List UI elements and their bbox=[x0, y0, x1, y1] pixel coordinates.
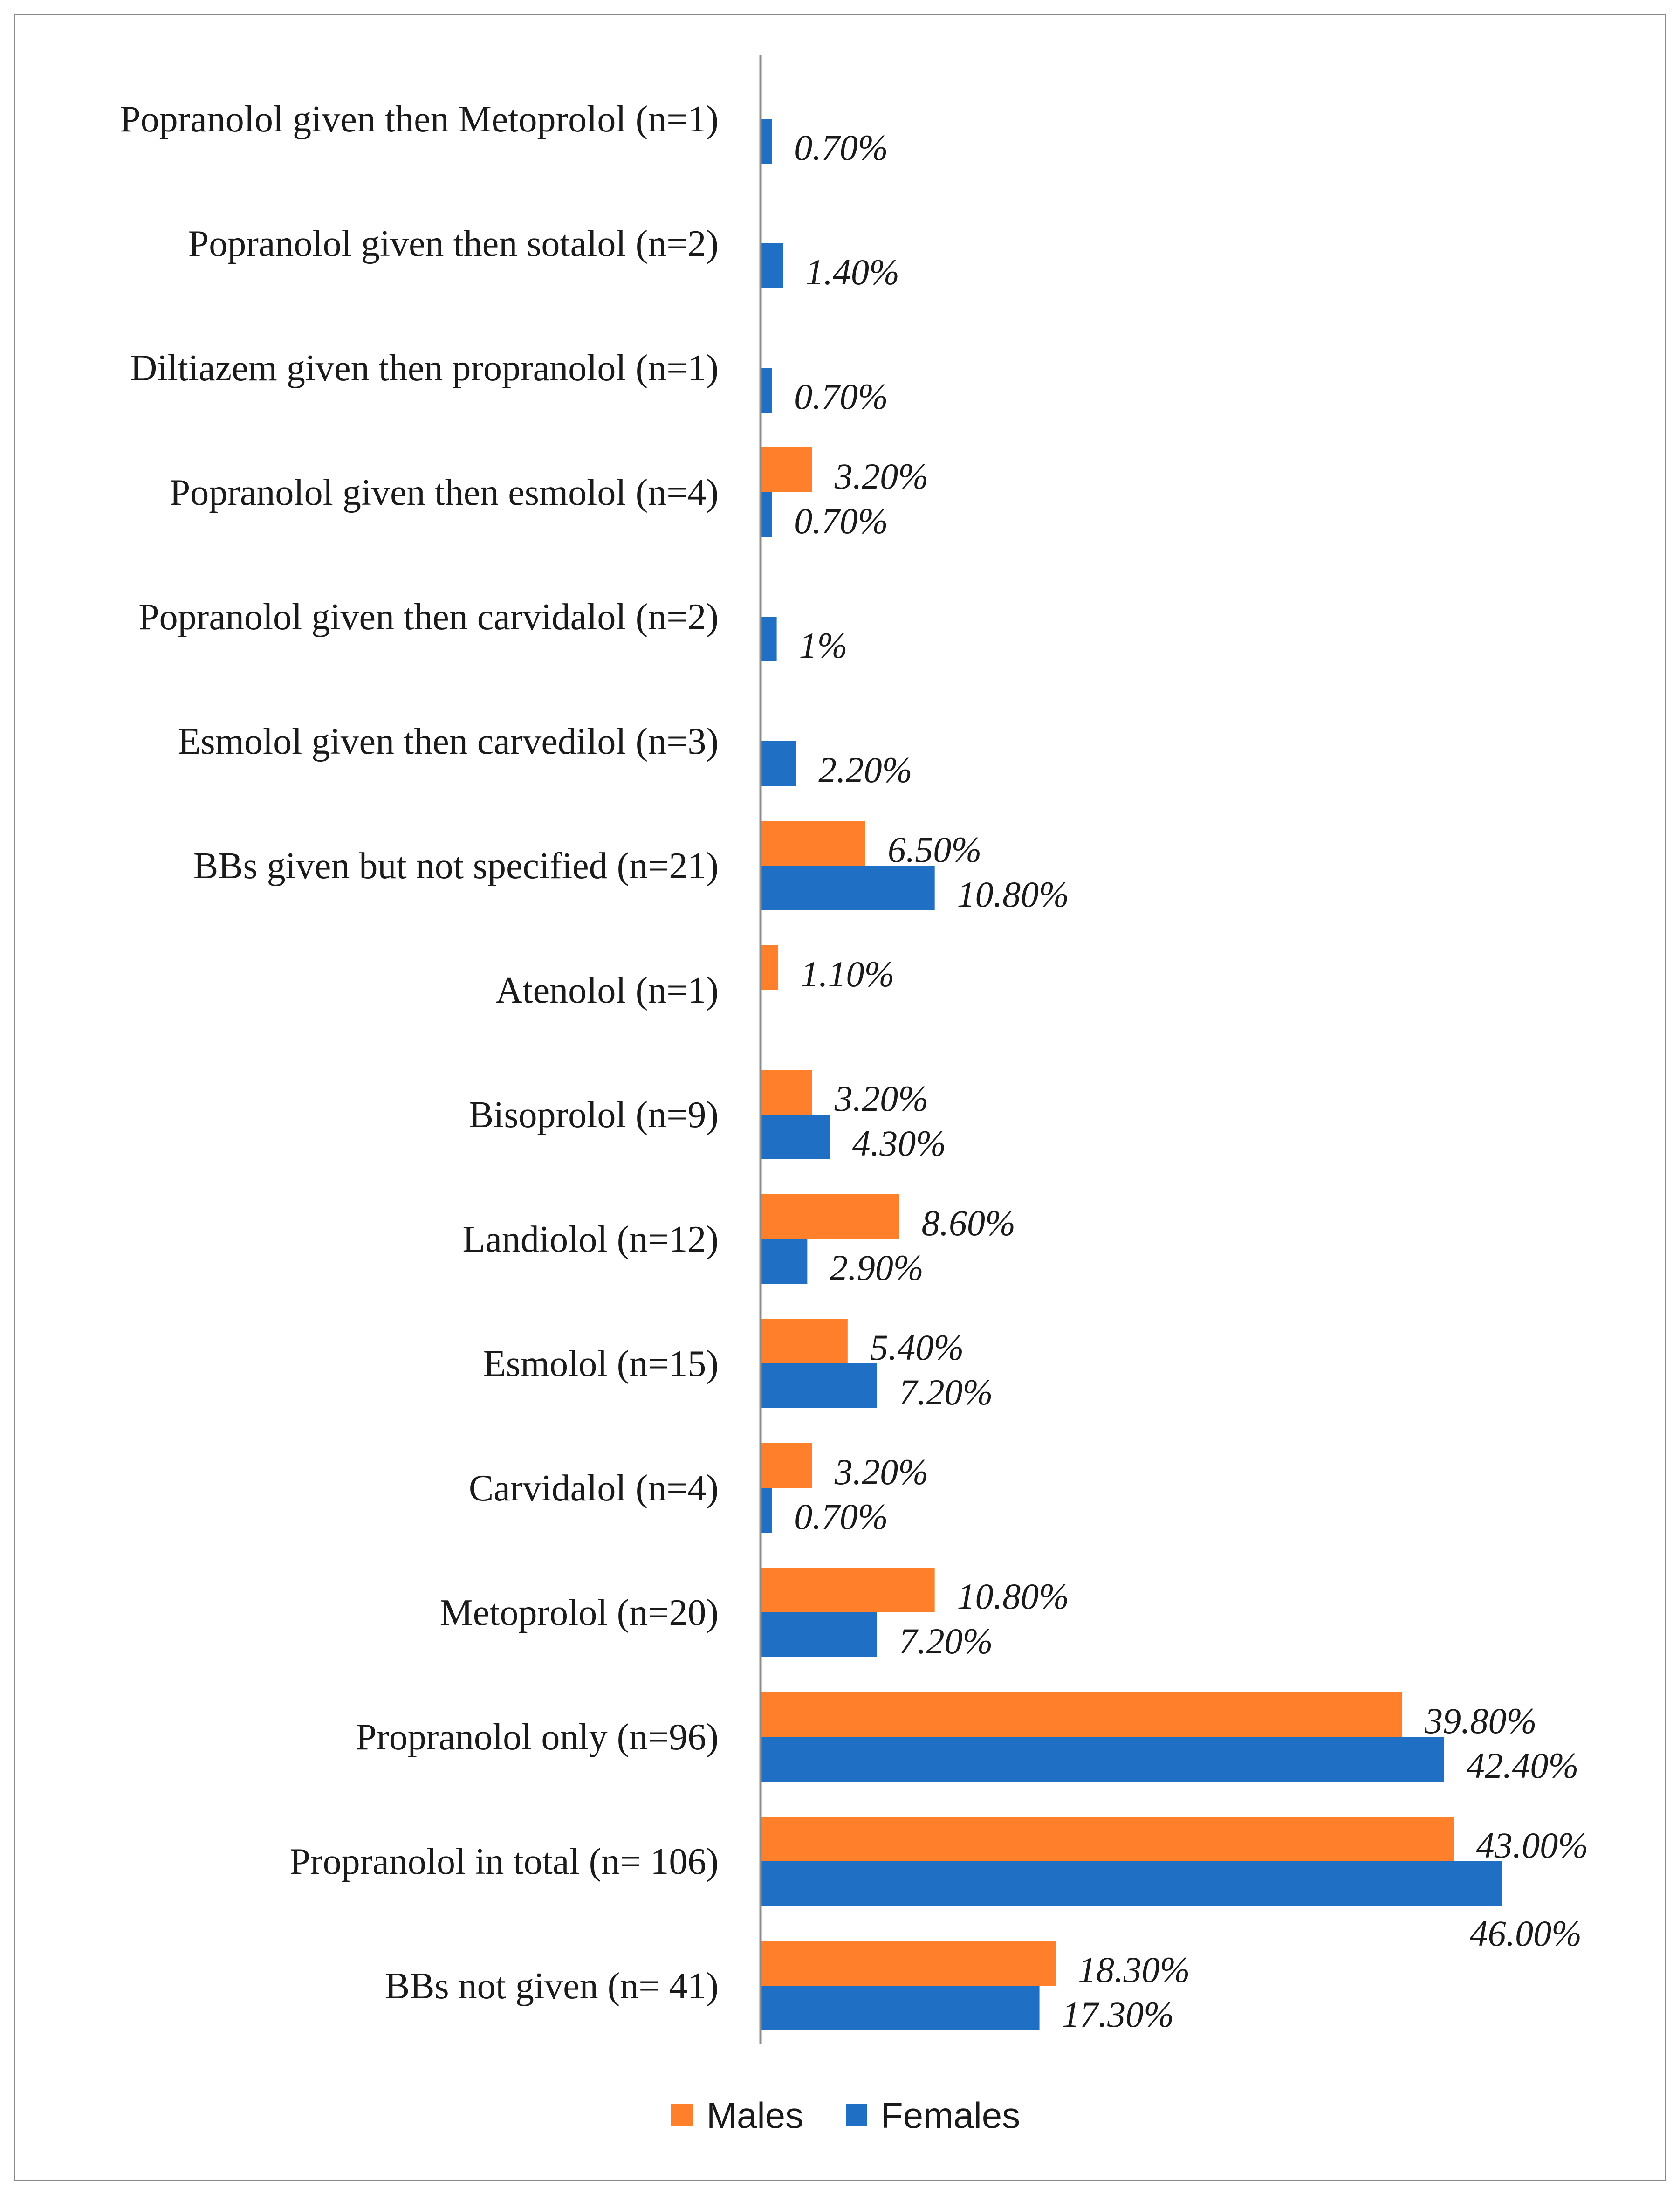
legend: Males Females bbox=[671, 2095, 1020, 2136]
value-labels: 0.70%1.40%0.70%3.20%0.70%1%2.20%6.50%10.… bbox=[794, 127, 1588, 2035]
category-label-propranolol-in-total: Propranolol in total (n= 106) bbox=[289, 1841, 719, 1882]
value-label-males-popranolol-given-then-esmolol: 3.20% bbox=[834, 456, 928, 496]
legend-label-males: Males bbox=[706, 2095, 803, 2136]
category-label-popranolol-given-then-carvidalol: Popranolol given then carvidalol (n=2) bbox=[138, 597, 719, 638]
value-label-males-propranolol-in-total: 43.00% bbox=[1476, 1825, 1588, 1865]
value-label-females-landiolol: 2.90% bbox=[830, 1247, 923, 1288]
category-labels: Popranolol given then Metoprolol (n=1) Po… bbox=[120, 99, 719, 2007]
value-label-males-propranolol-only: 39.80% bbox=[1424, 1700, 1536, 1741]
value-label-females-esmolol-given-then-carvedilol: 2.20% bbox=[818, 750, 912, 790]
bar-females-propranolol-in-total bbox=[761, 1861, 1502, 1906]
bar-females-bisoprolol bbox=[761, 1115, 830, 1159]
bar-males-landiolol bbox=[761, 1194, 899, 1239]
category-label-popranolol-given-then-metoprolol: Popranolol given then Metoprolol (n=1) bbox=[120, 99, 719, 140]
value-label-females-popranolol-given-then-esmolol: 0.70% bbox=[794, 501, 888, 541]
value-label-females-esmolol: 7.20% bbox=[899, 1372, 993, 1412]
bar-males-propranolol-only bbox=[761, 1692, 1403, 1737]
bar-males-bbs-given-but-not-specified bbox=[761, 821, 865, 866]
legend-swatch-males bbox=[671, 2104, 693, 2126]
bar-males-metoprolol bbox=[761, 1568, 935, 1612]
value-label-females-carvidalol: 0.70% bbox=[794, 1496, 888, 1537]
category-label-landiolol: Landiolol (n=12) bbox=[463, 1219, 719, 1260]
value-label-females-propranolol-in-total: 46.00% bbox=[1470, 1913, 1582, 1954]
value-label-males-esmolol: 5.40% bbox=[870, 1327, 964, 1368]
value-label-females-diltiazem-given-then-propranolol: 0.70% bbox=[794, 376, 888, 417]
category-label-bbs-given-but-not-specified: BBs given but not specified (n=21) bbox=[193, 846, 719, 887]
value-label-males-bbs-not-given: 18.30% bbox=[1078, 1949, 1190, 1990]
value-label-females-bbs-not-given: 17.30% bbox=[1062, 1994, 1174, 2035]
bar-females-propranolol-only bbox=[761, 1737, 1445, 1782]
value-label-females-popranolol-given-then-sotalol: 1.40% bbox=[805, 252, 899, 292]
category-label-popranolol-given-then-sotalol: Popranolol given then sotalol (n=2) bbox=[188, 223, 719, 264]
category-label-diltiazem-given-then-propranolol: Diltiazem given then propranolol (n=1) bbox=[130, 348, 719, 389]
value-label-females-propranolol-only: 42.40% bbox=[1467, 1745, 1578, 1786]
value-label-females-popranolol-given-then-metoprolol: 0.70% bbox=[794, 127, 888, 168]
bar-females-bbs-given-but-not-specified bbox=[761, 866, 935, 910]
bar-females-popranolol-given-then-metoprolol bbox=[761, 119, 772, 164]
bar-males-esmolol bbox=[761, 1319, 848, 1363]
bar-females-esmolol bbox=[761, 1363, 877, 1408]
value-label-males-atenolol: 1.10% bbox=[801, 954, 894, 994]
value-label-females-bbs-given-but-not-specified: 10.80% bbox=[957, 874, 1069, 915]
category-label-bisoprolol: Bisoprolol (n=9) bbox=[469, 1094, 719, 1135]
value-label-males-bisoprolol: 3.20% bbox=[834, 1078, 928, 1119]
bar-females-popranolol-given-then-sotalol bbox=[761, 243, 783, 288]
bar-females-popranolol-given-then-esmolol bbox=[761, 492, 772, 537]
value-label-males-metoprolol: 10.80% bbox=[957, 1576, 1069, 1617]
bars-layer bbox=[761, 119, 1502, 2030]
bar-females-carvidalol bbox=[761, 1488, 772, 1533]
value-label-males-bbs-given-but-not-specified: 6.50% bbox=[888, 829, 981, 870]
category-label-metoprolol: Metoprolol (n=20) bbox=[440, 1592, 719, 1633]
bar-females-diltiazem-given-then-propranolol bbox=[761, 368, 772, 413]
category-label-bbs-not-given: BBs not given (n= 41) bbox=[385, 1966, 719, 2007]
bar-males-atenolol bbox=[761, 945, 779, 990]
category-label-carvidalol: Carvidalol (n=4) bbox=[469, 1468, 719, 1509]
bar-males-popranolol-given-then-esmolol bbox=[761, 447, 812, 492]
bar-males-propranolol-in-total bbox=[761, 1817, 1454, 1861]
category-label-propranolol-only: Propranolol only (n=96) bbox=[356, 1717, 719, 1758]
category-label-esmolol: Esmolol (n=15) bbox=[483, 1343, 719, 1384]
bar-females-metoprolol bbox=[761, 1612, 877, 1657]
bar-males-carvidalol bbox=[761, 1443, 812, 1488]
value-label-males-carvidalol: 3.20% bbox=[834, 1452, 928, 1492]
value-label-females-bisoprolol: 4.30% bbox=[852, 1123, 946, 1163]
legend-swatch-females bbox=[846, 2104, 867, 2126]
value-label-females-metoprolol: 7.20% bbox=[899, 1621, 993, 1661]
value-label-males-landiolol: 8.60% bbox=[922, 1203, 1015, 1243]
category-label-atenolol: Atenolol (n=1) bbox=[496, 970, 719, 1011]
bar-males-bbs-not-given bbox=[761, 1941, 1056, 1986]
bar-females-landiolol bbox=[761, 1239, 808, 1284]
bar-females-bbs-not-given bbox=[761, 1986, 1040, 2030]
category-label-popranolol-given-then-esmolol: Popranolol given then esmolol (n=4) bbox=[170, 472, 719, 513]
value-label-females-popranolol-given-then-carvidalol: 1% bbox=[799, 625, 848, 666]
bar-females-esmolol-given-then-carvedilol bbox=[761, 741, 796, 786]
bar-males-bisoprolol bbox=[761, 1070, 812, 1115]
legend-label-females: Females bbox=[881, 2095, 1020, 2136]
bar-females-popranolol-given-then-carvidalol bbox=[761, 617, 777, 661]
category-label-esmolol-given-then-carvedilol: Esmolol given then carvedilol (n=3) bbox=[178, 721, 719, 762]
